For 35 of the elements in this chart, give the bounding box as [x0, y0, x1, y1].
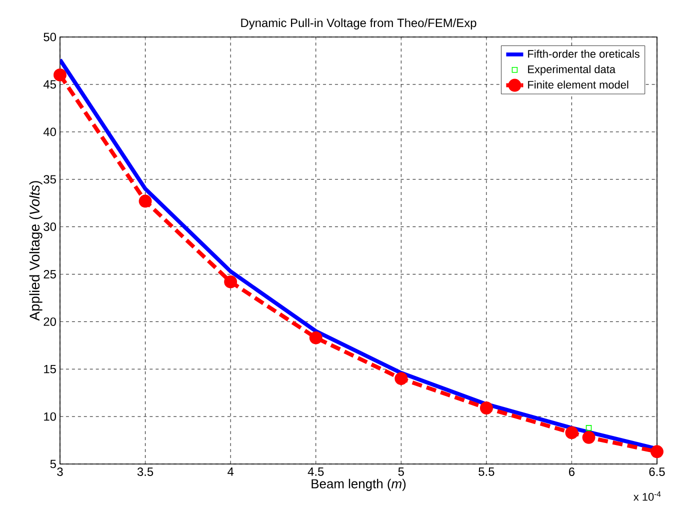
x-tick-label: 6.5 — [649, 468, 665, 476]
x-tick-label: 3.5 — [137, 468, 154, 476]
x-tick-label: 4 — [228, 468, 234, 476]
point — [394, 372, 408, 386]
x-tick-label: 3 — [57, 468, 63, 476]
y-tick-label: 35 — [44, 175, 56, 184]
y-tick-label: 25 — [44, 270, 56, 278]
point — [650, 445, 664, 458]
point — [582, 430, 596, 444]
legend-label: Fifth-order the oreticals — [528, 50, 640, 58]
point — [565, 426, 578, 440]
y-tick-label: 50 — [44, 32, 56, 42]
point — [480, 402, 493, 414]
y-tick-label: 30 — [44, 222, 56, 231]
chart-title: Dynamic Pull-in Voltage from Theo/FEM/Exp — [241, 18, 476, 30]
y-tick-label: 45 — [43, 80, 56, 89]
x-tick-label: 5.5 — [478, 468, 494, 476]
x-tick-label: 5 — [398, 468, 404, 476]
legend-label: Experimental data — [528, 65, 616, 76]
y-tick-label: 20 — [44, 317, 56, 326]
legend-label: Finite element model — [528, 80, 628, 89]
x-tick-label: 4.5 — [308, 468, 324, 476]
y-tick-label: 40 — [43, 128, 56, 136]
point — [586, 425, 592, 431]
point — [138, 194, 152, 208]
y-axis-title: Applied Voltage (Volts) — [29, 181, 42, 321]
y-tick-label: 15 — [44, 364, 56, 374]
text: x 10$^{-4}$ — [634, 491, 661, 501]
point — [54, 68, 66, 82]
x-tick-label: 6 — [569, 468, 575, 476]
point — [309, 331, 322, 344]
point — [224, 275, 238, 288]
y-tick-label: 10 — [44, 412, 56, 421]
y-tick-label: 5 — [50, 460, 56, 468]
x-axis-title: Beam length (m) — [312, 478, 406, 491]
